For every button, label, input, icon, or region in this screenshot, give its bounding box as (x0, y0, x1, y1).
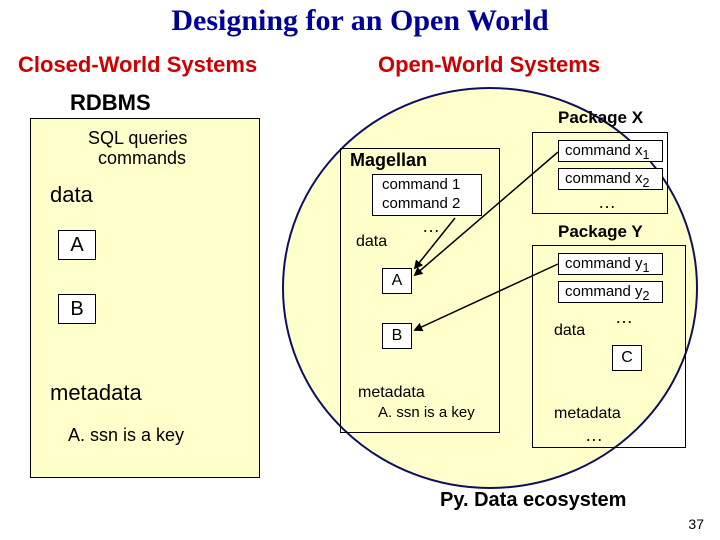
package-x-cmd1: command x1 (558, 140, 663, 162)
pkgy-cmd2-text: command y (565, 283, 643, 300)
magellan-box-a: A (382, 268, 412, 294)
slide-title: Designing for an Open World (0, 4, 720, 38)
closed-data-label: data (50, 182, 93, 208)
pkgy-cmd2-sub: 2 (643, 289, 650, 303)
closed-box-a: A (58, 230, 96, 260)
package-y-data-label: data (554, 322, 585, 340)
magellan-ellipsis: … (422, 216, 440, 237)
closed-metadata-note: A. ssn is a key (68, 425, 184, 446)
ecosystem-label: Py. Data ecosystem (440, 489, 626, 512)
pkgx-cmd1-text: command x (565, 142, 643, 159)
magellan-box-b: B (382, 323, 412, 349)
package-y-cmd2: command y2 (558, 281, 663, 303)
package-y-label: Package Y (558, 222, 643, 242)
open-heading: Open-World Systems (378, 52, 600, 78)
package-y-metadata-ellipsis: … (585, 425, 603, 446)
closed-box-b: B (58, 294, 96, 324)
magellan-cmd1: command 1 (382, 176, 460, 193)
sql-line2: commands (98, 148, 186, 169)
slide: Designing for an Open World Closed-World… (0, 0, 720, 540)
package-y-cmd1: command y1 (558, 253, 663, 275)
package-x-cmd2: command x2 (558, 168, 663, 190)
package-x-label: Package X (558, 108, 643, 128)
package-x-ellipsis: … (598, 192, 616, 213)
pkgx-cmd2-sub: 2 (643, 176, 650, 190)
package-y-box-c: C (612, 345, 642, 371)
magellan-cmd2: command 2 (382, 195, 460, 212)
sql-line1: SQL queries (88, 128, 187, 149)
page-number: 37 (688, 516, 704, 532)
pkgx-cmd1-sub: 1 (643, 148, 650, 162)
pkgy-cmd1-sub: 1 (643, 261, 650, 275)
magellan-metadata-label: metadata (358, 384, 425, 402)
magellan-data-label: data (356, 233, 387, 251)
magellan-metadata-note: A. ssn is a key (378, 404, 475, 421)
magellan-label: Magellan (350, 150, 427, 171)
pkgy-cmd1-text: command y (565, 255, 643, 272)
rdbms-label: RDBMS (70, 90, 151, 116)
closed-heading: Closed-World Systems (18, 52, 257, 78)
package-y-ellipsis: … (615, 307, 633, 328)
package-y-metadata-label: metadata (554, 405, 621, 423)
pkgx-cmd2-text: command x (565, 170, 643, 187)
closed-metadata-label: metadata (50, 380, 142, 406)
